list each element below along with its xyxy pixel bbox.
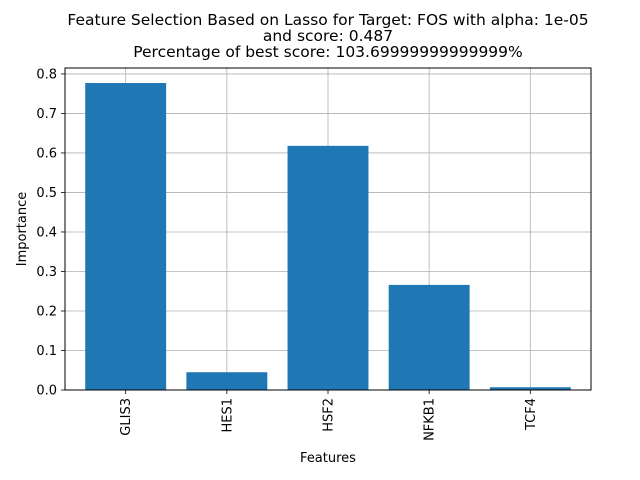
bars [85, 83, 571, 391]
y-tick-label: 0.1 [36, 344, 57, 359]
x-axis-label: Features [300, 451, 356, 466]
y-tick-label: 0.6 [36, 146, 57, 161]
x-tick-label: NFKB1 [423, 398, 438, 441]
x-tick-label: GLIS3 [119, 398, 134, 436]
y-tick-label: 0.2 [36, 304, 57, 319]
chart-title-line-3: Percentage of best score: 103.6999999999… [133, 43, 523, 61]
x-tick-label: HES1 [220, 398, 235, 433]
bar-hes1 [186, 372, 268, 390]
bar-glis3 [85, 83, 167, 391]
y-tick-label: 0.8 [36, 67, 57, 82]
y-tick-label: 0.3 [36, 265, 57, 280]
x-tick-label: HSF2 [322, 398, 337, 432]
ticks: 0.0 0.1 0.2 0.3 0.4 0.5 0.6 0.7 0.8 GLIS3 HES1 HSF2… [36, 67, 538, 440]
y-tick-label: 0.7 [36, 107, 57, 122]
x-tick-label: TCF4 [524, 398, 539, 431]
y-tick-label: 0.4 [36, 225, 57, 240]
chart-title: Feature Selection Based on Lasso for Tar… [0, 12, 640, 60]
bar-tcf4 [489, 387, 571, 390]
y-tick-label: 0.0 [36, 384, 57, 399]
bar-hsf2 [287, 145, 369, 390]
chart-title-line-2: and score: 0.487 [262, 27, 394, 45]
y-tick-label: 0.5 [36, 186, 57, 201]
bar-nfkb1 [388, 284, 470, 390]
y-axis-label: Importance [15, 192, 30, 267]
chart-title-line-1: Feature Selection Based on Lasso for Tar… [67, 11, 589, 29]
